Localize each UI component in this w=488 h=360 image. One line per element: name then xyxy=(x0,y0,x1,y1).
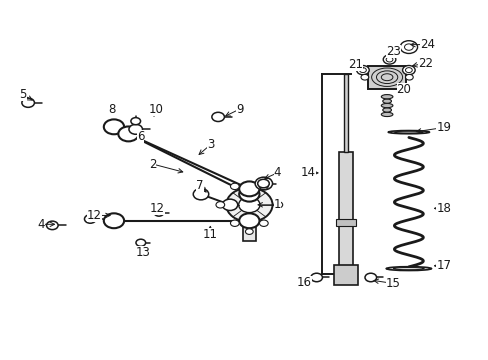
Circle shape xyxy=(22,98,34,107)
Circle shape xyxy=(129,124,142,134)
Circle shape xyxy=(245,229,253,234)
Text: 8: 8 xyxy=(108,103,115,116)
Circle shape xyxy=(239,213,259,228)
Circle shape xyxy=(46,221,58,230)
Text: 2: 2 xyxy=(148,158,156,171)
Text: 14: 14 xyxy=(300,166,315,179)
Bar xyxy=(336,219,355,226)
Circle shape xyxy=(222,199,237,211)
Text: 21: 21 xyxy=(347,58,363,71)
Circle shape xyxy=(364,273,376,282)
Circle shape xyxy=(360,75,368,80)
Circle shape xyxy=(405,75,412,80)
Bar xyxy=(343,74,348,152)
Circle shape xyxy=(238,197,260,213)
Circle shape xyxy=(310,273,322,282)
Circle shape xyxy=(383,55,395,64)
Ellipse shape xyxy=(381,103,392,108)
Circle shape xyxy=(211,112,224,122)
Ellipse shape xyxy=(381,95,392,99)
Text: 9: 9 xyxy=(235,103,243,116)
Bar xyxy=(367,66,406,89)
Circle shape xyxy=(103,213,124,228)
Circle shape xyxy=(255,177,272,190)
Text: 6: 6 xyxy=(137,130,144,143)
Circle shape xyxy=(154,209,163,216)
Text: 23: 23 xyxy=(385,45,400,58)
Text: 12: 12 xyxy=(150,202,164,215)
Text: 4: 4 xyxy=(273,166,281,179)
Circle shape xyxy=(118,126,138,141)
Circle shape xyxy=(399,41,417,54)
Text: 11: 11 xyxy=(202,229,217,242)
Text: 10: 10 xyxy=(149,103,163,116)
Circle shape xyxy=(84,215,96,223)
Text: 19: 19 xyxy=(435,121,450,134)
Circle shape xyxy=(356,66,368,75)
Text: 17: 17 xyxy=(435,259,450,272)
Text: 7: 7 xyxy=(196,179,203,192)
Circle shape xyxy=(131,118,140,125)
Text: 12: 12 xyxy=(87,209,102,222)
Circle shape xyxy=(216,202,224,208)
Circle shape xyxy=(273,202,282,208)
Ellipse shape xyxy=(381,112,392,117)
Circle shape xyxy=(402,66,414,75)
Text: 13: 13 xyxy=(135,246,150,259)
Circle shape xyxy=(230,183,239,190)
Circle shape xyxy=(259,220,267,226)
Ellipse shape xyxy=(382,108,391,112)
Circle shape xyxy=(103,120,124,134)
Ellipse shape xyxy=(387,131,428,134)
Bar xyxy=(338,152,352,269)
Circle shape xyxy=(259,183,267,190)
Text: 3: 3 xyxy=(206,138,214,151)
Circle shape xyxy=(239,187,259,202)
Circle shape xyxy=(239,181,259,196)
Text: 24: 24 xyxy=(419,38,434,51)
Bar xyxy=(242,222,256,241)
Text: 15: 15 xyxy=(385,277,400,290)
Text: 22: 22 xyxy=(417,57,432,69)
Text: 1: 1 xyxy=(273,198,281,211)
Text: 20: 20 xyxy=(396,83,410,96)
Text: 5: 5 xyxy=(20,89,27,102)
Circle shape xyxy=(225,188,272,222)
Text: 18: 18 xyxy=(435,202,450,215)
Ellipse shape xyxy=(382,99,391,103)
Bar xyxy=(333,265,357,284)
Circle shape xyxy=(230,220,239,226)
Circle shape xyxy=(136,239,145,246)
Ellipse shape xyxy=(386,267,430,270)
Circle shape xyxy=(257,179,269,188)
Text: 16: 16 xyxy=(296,276,311,289)
Text: 4: 4 xyxy=(38,218,45,231)
Circle shape xyxy=(193,189,208,200)
